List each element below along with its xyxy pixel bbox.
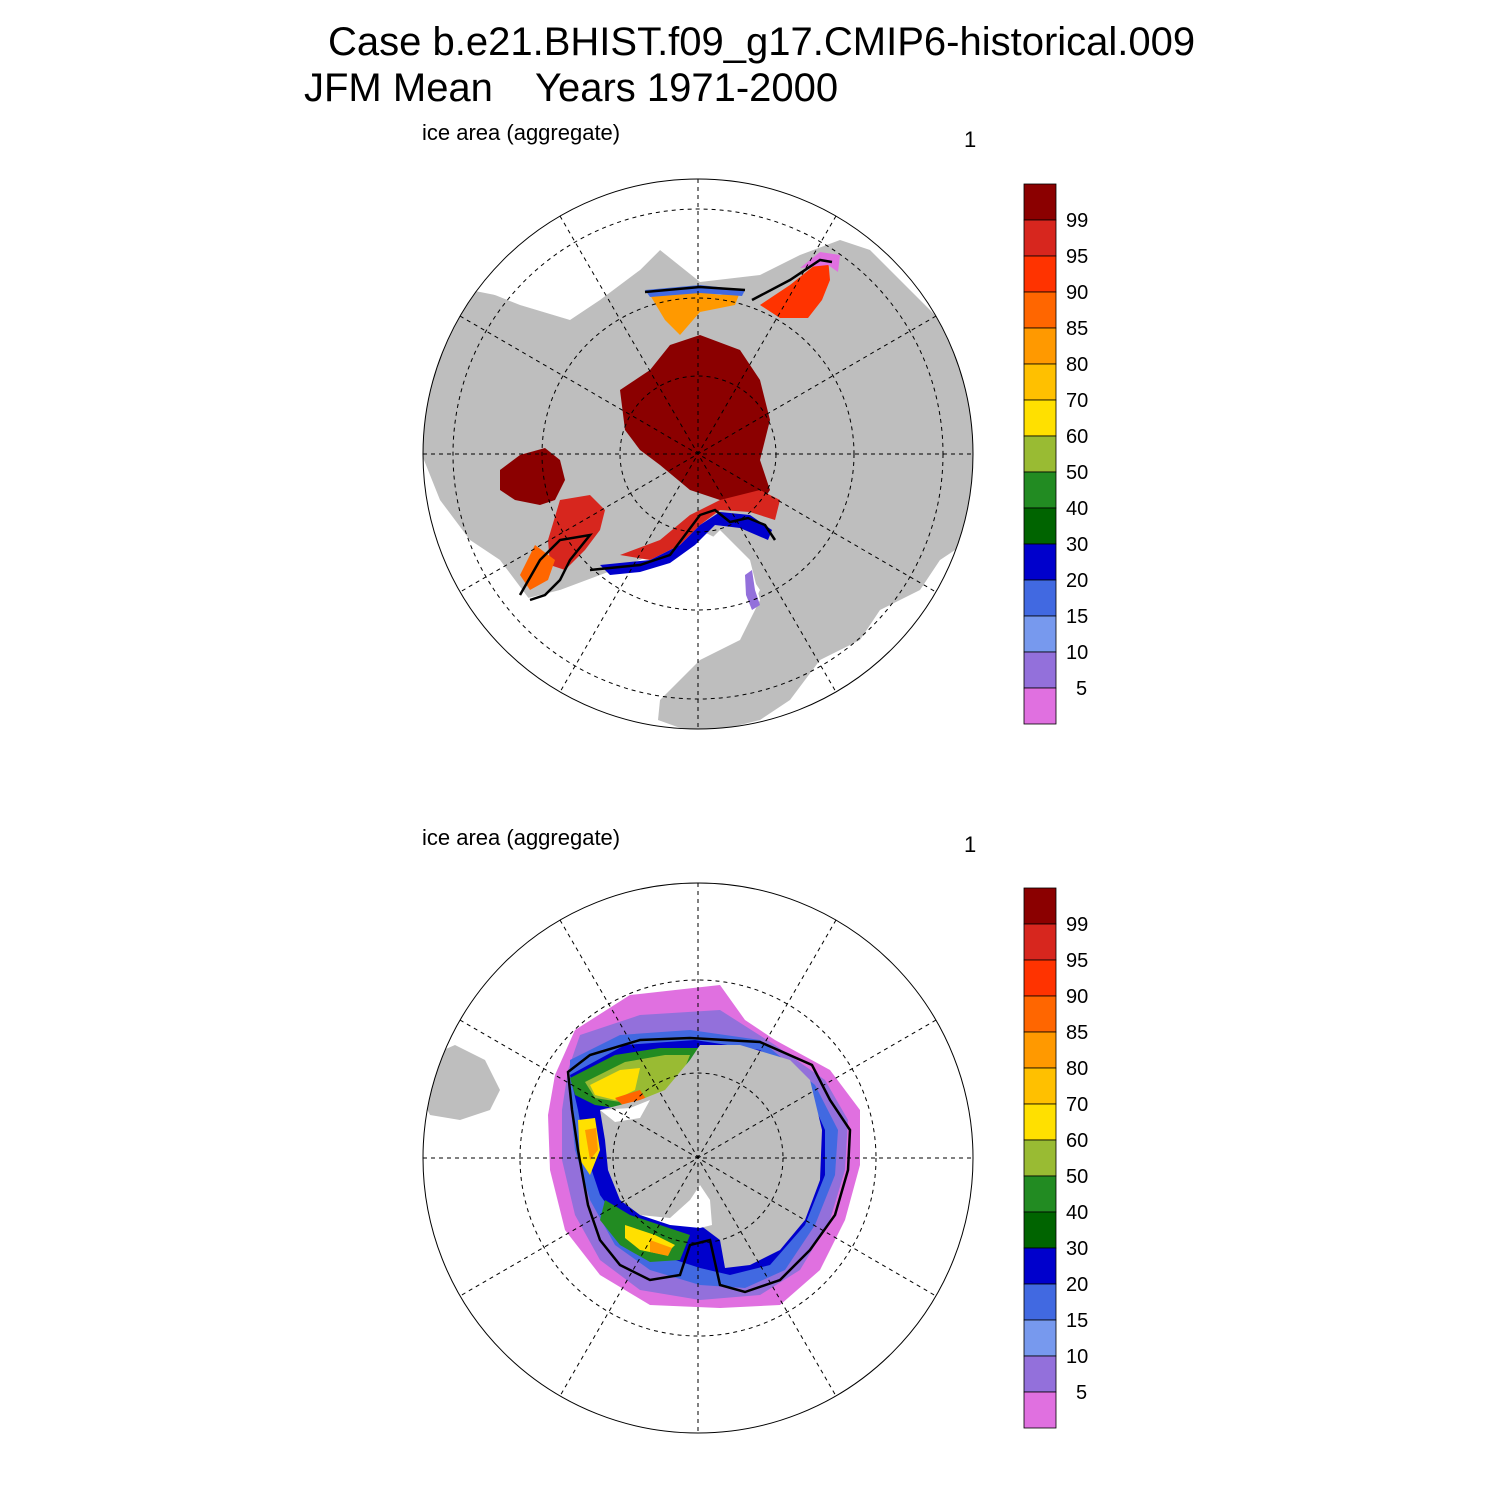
- nh-colorbar-swatch: [1023, 471, 1057, 509]
- sh-colorbar-label: 5: [1076, 1382, 1087, 1404]
- sh-colorbar-label: 70: [1066, 1094, 1088, 1116]
- nh-colorbar-swatch: [1023, 327, 1057, 365]
- nh-colorbar-swatch: [1023, 543, 1057, 581]
- sh-colorbar: 99 95 90 85 80 70 60 50 40 30 20 15 10 5: [1023, 887, 1088, 1429]
- nh-colorbar-label: 60: [1066, 426, 1088, 448]
- sh-colorbar-swatch: [1023, 923, 1057, 961]
- sh-field-label: ice area (aggregate): [422, 825, 621, 850]
- nh-colorbar-label: 50: [1066, 462, 1088, 484]
- nh-ice-hudson: [500, 448, 565, 505]
- sh-colorbar-label: 20: [1066, 1274, 1088, 1296]
- nh-colorbar-swatch: [1023, 615, 1057, 653]
- nh-colorbar-label: 20: [1066, 570, 1088, 592]
- nh-colorbar-label: 10: [1066, 642, 1088, 664]
- sh-colorbar-swatch: [1023, 1031, 1057, 1069]
- nh-ice-baffin: [548, 495, 605, 570]
- sh-colorbar-swatch: [1023, 1355, 1057, 1393]
- sh-colorbar-swatch: [1023, 1283, 1057, 1321]
- season-label: JFM Mean: [304, 66, 493, 110]
- nh-colorbar-label: 99: [1066, 210, 1088, 232]
- sh-colorbar-swatch: [1023, 1211, 1057, 1249]
- sh-colorbar-label: 60: [1066, 1130, 1088, 1152]
- sh-weddell-ice-shelf: [600, 1100, 650, 1122]
- nh-colorbar-swatch: [1023, 399, 1057, 437]
- sh-colorbar-label: 99: [1066, 914, 1088, 936]
- sh-colorbar-swatch: [1023, 887, 1057, 925]
- nh-colorbar: 99 95 90 85 80 70 60 50 40 30 20 15 10 5: [1023, 183, 1088, 725]
- sh-map: [422, 882, 974, 1434]
- nh-observed-ice-edge: [518, 258, 833, 602]
- sh-graticule: [423, 883, 973, 1433]
- nh-colorbar-swatch: [1023, 219, 1057, 257]
- nh-map: [422, 178, 974, 730]
- sh-ice-ross-80: [650, 1240, 672, 1256]
- nh-colorbar-label: 90: [1066, 282, 1088, 304]
- sh-colorbar-label: 40: [1066, 1202, 1088, 1224]
- sh-colorbar-label: 50: [1066, 1166, 1088, 1188]
- nh-ice-arctic-core: [620, 335, 770, 505]
- figure-subtitle: JFM Mean Years 1971-2000: [304, 66, 838, 110]
- sh-land-antarctica: [600, 1045, 822, 1268]
- nh-colorbar-swatch: [1023, 507, 1057, 545]
- sh-colorbar-label: 95: [1066, 950, 1088, 972]
- figure-title: Case b.e21.BHIST.f09_g17.CMIP6-historica…: [328, 20, 1196, 64]
- nh-colorbar-label: 40: [1066, 498, 1088, 520]
- nh-graticule: [423, 179, 973, 729]
- sh-colorbar-swatch: [1023, 1175, 1057, 1213]
- nh-ice-baltic: [745, 570, 760, 610]
- nh-colorbar-swatch: [1023, 183, 1057, 221]
- sh-map-border: [422, 882, 974, 1434]
- nh-land-greenland: [590, 460, 690, 550]
- sh-colorbar-swatch: [1023, 1139, 1057, 1177]
- nh-colorbar-label: 70: [1066, 390, 1088, 412]
- sh-ice-bellingshausen-core: [585, 1128, 598, 1160]
- sh-ross-ice-shelf: [640, 1185, 712, 1228]
- sh-colorbar-label: 90: [1066, 986, 1088, 1008]
- sh-colorbar-swatch: [1023, 1067, 1057, 1105]
- sh-colorbar-label: 85: [1066, 1022, 1088, 1044]
- nh-colorbar-swatch: [1023, 579, 1057, 617]
- sh-colorbar-label: 10: [1066, 1346, 1088, 1368]
- nh-colorbar-swatch: [1023, 363, 1057, 401]
- sh-colorbar-swatch: [1023, 1319, 1057, 1357]
- sh-colorbar-swatch: [1023, 1103, 1057, 1141]
- sh-colorbar-swatch: [1023, 995, 1057, 1033]
- nh-colorbar-swatch: [1023, 435, 1057, 473]
- nh-colorbar-swatch: [1023, 651, 1057, 689]
- sh-colorbar-label: 15: [1066, 1310, 1088, 1332]
- nh-field-label: ice area (aggregate): [422, 120, 621, 145]
- nh-colorbar-swatch: [1023, 687, 1057, 725]
- nh-colorbar-label: 5: [1076, 678, 1087, 700]
- nh-colorbar-label: 15: [1066, 606, 1088, 628]
- nh-ice-okhotsk-edge: [800, 252, 840, 272]
- sh-colorbar-swatch: [1023, 1391, 1057, 1429]
- nh-colorbar-swatch: [1023, 255, 1057, 293]
- sh-colorbar-label: 30: [1066, 1238, 1088, 1260]
- sh-units-label: 1: [964, 832, 977, 857]
- nh-units-label: 1: [964, 127, 977, 152]
- nh-colorbar-label: 80: [1066, 354, 1088, 376]
- years-label: Years 1971-2000: [534, 66, 839, 110]
- nh-ice-bering: [650, 290, 740, 335]
- nh-colorbar-label: 85: [1066, 318, 1088, 340]
- sh-colorbar-swatch: [1023, 1247, 1057, 1285]
- sh-colorbar-swatch: [1023, 959, 1057, 997]
- nh-colorbar-label: 95: [1066, 246, 1088, 268]
- sh-observed-ice-edge: [566, 1036, 852, 1294]
- nh-colorbar-label: 30: [1066, 534, 1088, 556]
- sh-ice-weddell-70: [590, 1068, 640, 1100]
- nh-ice-barents-edge: [600, 512, 772, 575]
- sh-colorbar-label: 80: [1066, 1058, 1088, 1080]
- nh-map-border: [422, 178, 974, 730]
- nh-ice-okhotsk: [760, 258, 830, 318]
- nh-colorbar-swatch: [1023, 291, 1057, 329]
